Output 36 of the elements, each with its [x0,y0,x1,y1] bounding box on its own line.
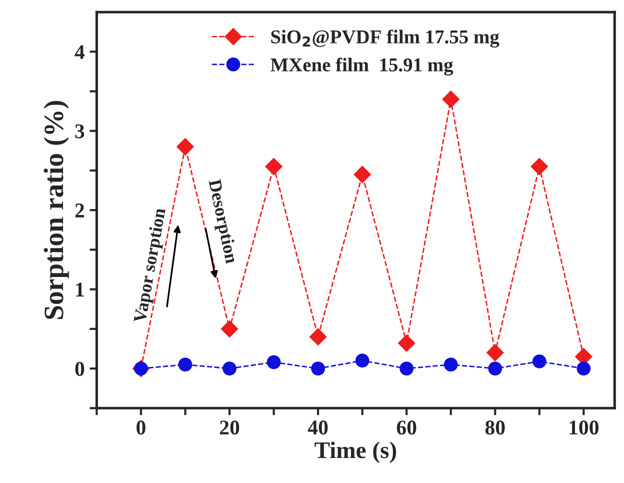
point [486,344,504,362]
point [220,320,238,338]
x-tick-label: 60 [396,420,416,435]
annotation: Vapor sorption [133,207,170,324]
point [309,328,327,346]
point [222,362,236,376]
point [576,362,591,376]
x-tick-label: 80 [485,420,505,435]
annotation: Desorption [204,178,239,265]
y-tick-label: 1 [76,282,84,297]
y-tick-label: 3 [75,124,84,138]
x-tick-label: 40 [308,420,328,435]
y-tick-label: 2 [75,204,84,218]
point [488,362,502,376]
x-tick-label: 0 [136,420,146,435]
point [400,362,414,376]
point [532,354,546,368]
point [264,158,283,176]
point [178,358,192,372]
point [398,334,416,352]
point [266,355,281,370]
point [444,358,458,372]
x-tick-label: 100 [570,420,598,435]
point [176,138,194,156]
y-tick-label: 4 [74,45,85,59]
point [353,166,372,184]
x-tick-label: 20 [220,420,240,435]
point [442,90,460,108]
y-tick-label: 0 [75,362,84,376]
legend-label: SiO$_{2}$@PVDF film 17.55 mg [271,30,500,48]
point [355,354,370,368]
y-axis-title: Sorption ratio (%) [44,100,69,319]
legend-label: MXene film 15.91 mg [270,58,454,76]
point [311,362,325,376]
point [530,158,548,176]
x-axis-title: Time (s) [314,442,396,464]
